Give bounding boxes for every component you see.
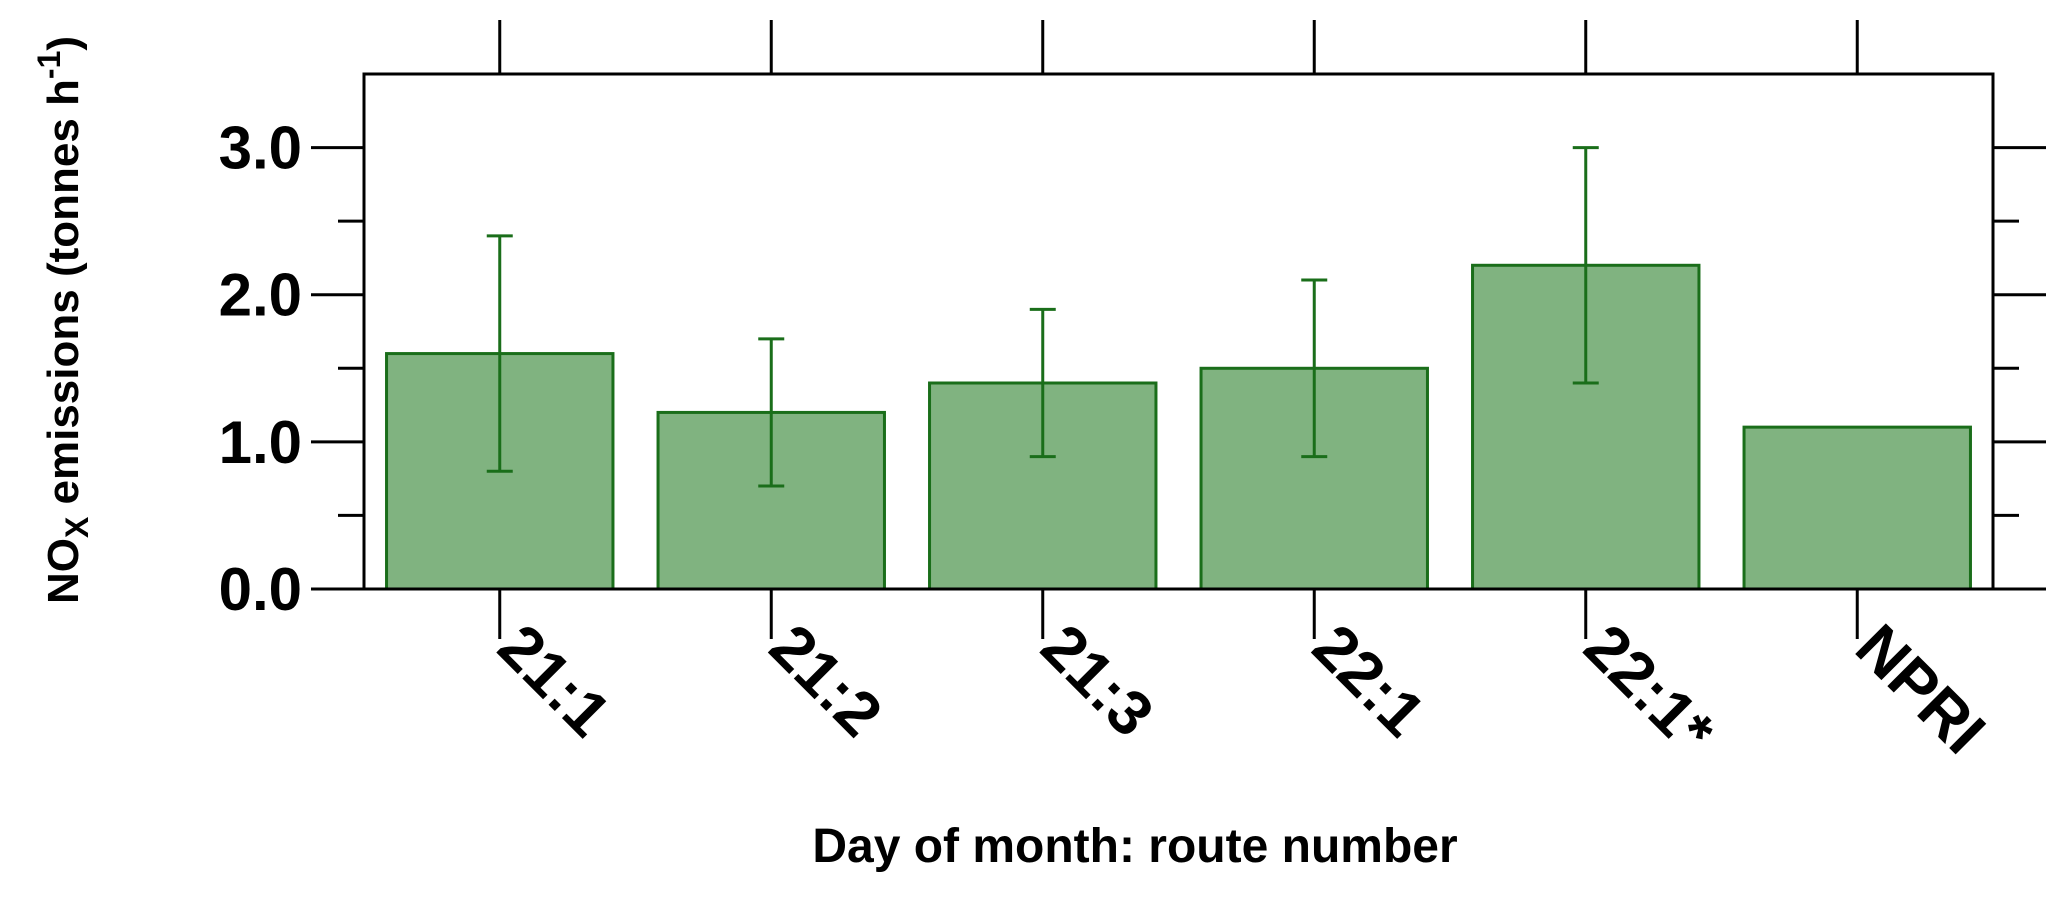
error-bar	[1029, 307, 1056, 459]
bar	[1742, 425, 1972, 591]
y-tick-label: 0.0	[219, 556, 302, 623]
x-tick-label: 21:3	[1028, 611, 1167, 750]
y-label-sup: -1	[31, 51, 67, 79]
error-bar	[1301, 278, 1328, 459]
x-tick-label: 22:1	[1299, 611, 1438, 750]
y-label-rest: emissions (tonnes h	[39, 79, 88, 517]
error-bar	[486, 234, 513, 473]
error-bar	[1572, 146, 1599, 385]
x-axis-label: Day of month: route number	[812, 820, 1457, 873]
y-tick-label: 2.0	[219, 262, 302, 329]
error-bar	[758, 337, 785, 488]
x-tick-label: 21:1	[485, 611, 624, 750]
y-label-main: NO	[39, 538, 88, 604]
x-tick-label: 22:1*	[1571, 611, 1727, 767]
plot-frame	[362, 72, 1995, 591]
y-tick-label: 3.0	[219, 115, 302, 182]
x-tick-label: 21:2	[756, 611, 895, 750]
y-axis-label: NOX emissions (tonnes h-1)	[31, 36, 95, 604]
y-tick-label: 1.0	[219, 409, 302, 476]
x-tick-label: NPRI	[1842, 611, 1998, 767]
y-label-sub: X	[59, 516, 95, 538]
y-label-end: )	[39, 36, 88, 51]
